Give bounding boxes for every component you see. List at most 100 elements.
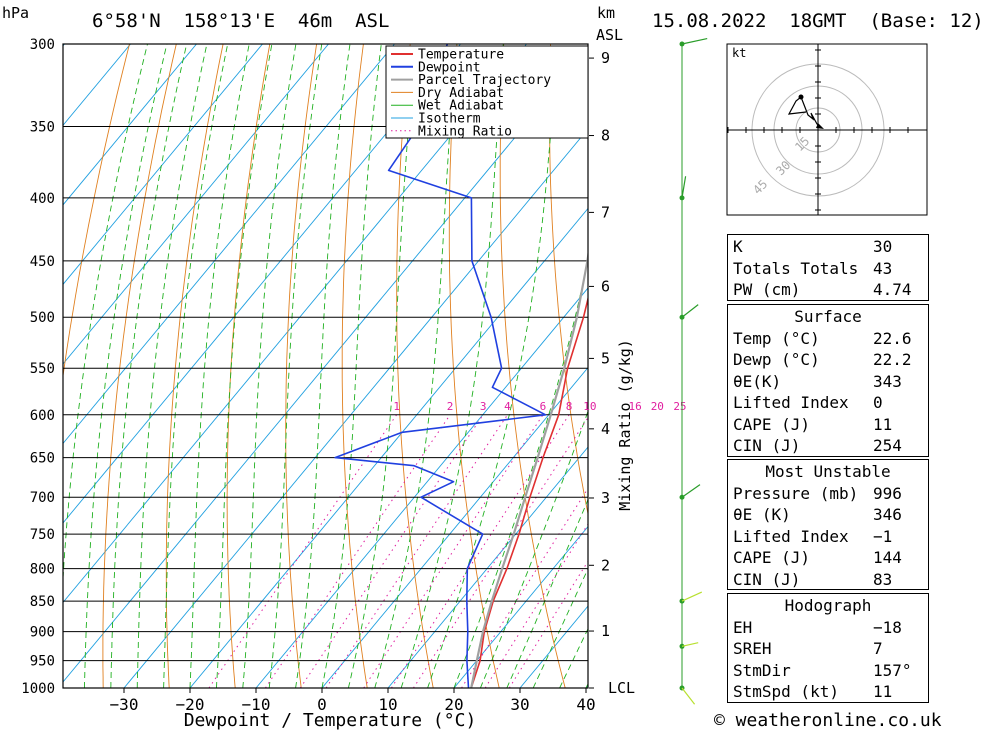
legend-entry: Dewpoint xyxy=(418,60,481,75)
legend-entry: Temperature xyxy=(418,48,504,63)
mixing-ratio-label: 2 xyxy=(447,400,454,413)
altitude-tick-label: LCL xyxy=(608,679,635,697)
dry-adiabat-line xyxy=(341,44,368,688)
altitude-tick-label: 3 xyxy=(601,489,610,507)
dry-adiabat-line xyxy=(63,44,130,379)
hpa-label: hPa xyxy=(2,4,30,22)
mixing-ratio-label: 20 xyxy=(651,400,664,413)
temperature-tick-label: −30 xyxy=(110,695,139,714)
index-row-totals: Totals Totals 43 xyxy=(733,258,893,278)
mixing-ratio-label: 8 xyxy=(566,400,573,413)
pressure-tick-label: 550 xyxy=(30,361,55,377)
wind-barb xyxy=(681,591,703,602)
legend-entry: Dry Adiabat xyxy=(418,86,504,101)
mixing-ratio-label: 10 xyxy=(583,400,596,413)
altitude-tick-label: 8 xyxy=(601,127,610,145)
dry-adiabat-line xyxy=(102,44,177,688)
wet-adiabat-line xyxy=(479,409,588,688)
storm-motion-marker xyxy=(816,123,824,129)
profile-parcel-trajectory xyxy=(470,249,588,688)
pressure-tick-label: 950 xyxy=(30,654,55,670)
isotherm-line xyxy=(63,44,395,445)
wet-adiabat-line xyxy=(189,44,250,688)
temperature-tick-label: 10 xyxy=(378,695,397,714)
surface-title: Surface xyxy=(794,307,862,326)
mixing-ratio-label: 1 xyxy=(393,400,400,413)
datetime-title: 15.08.2022 18GMT (Base: 12) xyxy=(652,10,984,32)
dry-adiabat-line xyxy=(165,44,224,688)
mixing-ratio-line xyxy=(363,414,544,688)
wet-adiabat-line xyxy=(453,257,588,688)
wet-adiabat-line xyxy=(63,44,148,585)
altitude-tick-label: 2 xyxy=(601,556,610,574)
dry-adiabat-line xyxy=(285,44,318,688)
hodograph-unit: kt xyxy=(732,46,746,60)
isotherm-line xyxy=(63,48,588,683)
pressure-tick-label: 350 xyxy=(30,119,55,135)
temperature-tick-label: −20 xyxy=(176,695,205,714)
pressure-tick-label: 650 xyxy=(30,451,55,467)
asl-label: ASL xyxy=(596,26,624,44)
pressure-tick-label: 300 xyxy=(30,37,55,53)
hodograph-trace xyxy=(787,96,823,129)
temperature-tick-label: 30 xyxy=(510,695,529,714)
wet-adiabat-line xyxy=(532,567,588,688)
isotherm-line xyxy=(63,44,131,127)
pressure-tick-label: 1000 xyxy=(21,681,55,697)
wet-adiabat-line xyxy=(215,44,273,688)
profile-temperature xyxy=(470,295,588,688)
pressure-tick-label: 400 xyxy=(30,191,55,207)
isotherm-line xyxy=(63,44,329,365)
mixing-ratio-label: 6 xyxy=(540,400,547,413)
isotherm-line xyxy=(321,366,588,688)
wet-adiabat-line xyxy=(400,44,504,688)
location-title: 6°58'N 158°13'E 46m ASL xyxy=(92,10,390,32)
isotherm-line xyxy=(123,128,588,688)
pressure-tick-label: 900 xyxy=(30,625,55,641)
temperature-tick-label: −10 xyxy=(242,695,271,714)
mixing-ratio-label: 25 xyxy=(673,400,686,413)
isotherm-line xyxy=(387,446,588,688)
pressure-tick-label: 700 xyxy=(30,490,55,506)
temperature-tick-label: 0 xyxy=(317,695,327,714)
indices-basic-table: K 30 Totals Totals 43 PW (cm) 4.74 xyxy=(727,234,929,301)
mixing-ratio-label: 4 xyxy=(504,400,511,413)
most-unstable-table: Most Unstable Pressure (mb) 996 θE (K) 346… xyxy=(727,459,929,590)
pressure-tick-label: 600 xyxy=(30,408,55,424)
isotherm-line xyxy=(63,44,461,524)
altitude-tick-label: 5 xyxy=(601,349,610,367)
wet-adiabat-line xyxy=(163,44,229,688)
dry-adiabat-line xyxy=(925,44,1000,688)
wind-barb xyxy=(681,642,699,647)
isotherm-line xyxy=(189,207,588,688)
copyright-link[interactable]: © weatheronline.co.uk xyxy=(714,710,942,731)
isotherm-line xyxy=(453,525,588,688)
hodograph-title: Hodograph xyxy=(784,596,872,615)
wind-barb xyxy=(681,687,696,705)
x-axis-label: Dewpoint / Temperature (°C) xyxy=(184,710,477,731)
mixing-ratio-line xyxy=(299,414,484,688)
wet-adiabat-line xyxy=(506,498,588,688)
isotherm-line xyxy=(63,44,197,206)
wet-adiabat-line xyxy=(136,44,208,688)
plot-frame xyxy=(62,43,589,689)
temperature-tick-label: 20 xyxy=(444,695,463,714)
mixing-ratio-label: 16 xyxy=(629,400,642,413)
legend-entry: Mixing Ratio xyxy=(418,124,512,139)
altitude-tick-label: 9 xyxy=(601,49,610,67)
altitude-tick-label: 1 xyxy=(601,622,610,640)
pressure-tick-label: 500 xyxy=(30,310,55,326)
mixing-ratio-label: 3 xyxy=(480,400,487,413)
mixing-ratio-line xyxy=(390,414,570,688)
altitude-tick-label: 4 xyxy=(601,420,610,438)
altitude-tick-label: 7 xyxy=(601,203,610,221)
wind-barb xyxy=(681,38,708,45)
isotherm-line xyxy=(63,44,527,604)
surface-table: Surface Temp (°C) 22.6 Dewp (°C) 22.2 θE(K… xyxy=(727,304,929,457)
altitude-tick-label: 6 xyxy=(601,277,610,295)
pressure-tick-label: 850 xyxy=(30,594,55,610)
wind-barb xyxy=(681,484,701,498)
hodograph-marker xyxy=(798,94,804,100)
